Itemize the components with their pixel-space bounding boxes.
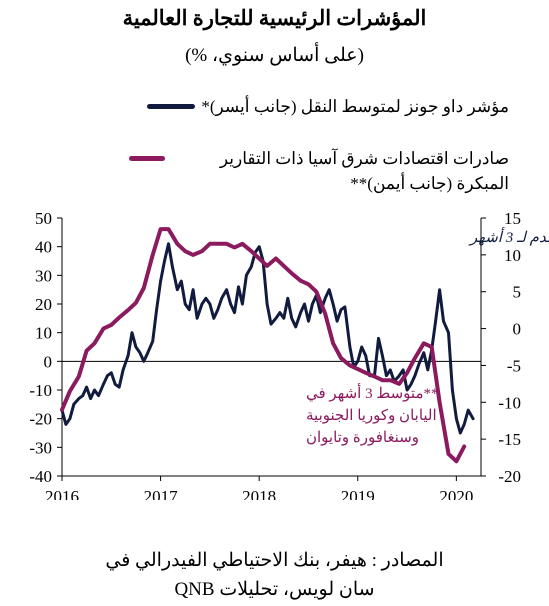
chart-subtitle: (على أساس سنوي، %) [185, 45, 364, 66]
x-tick-label: 2016 [45, 487, 79, 500]
y-left-tick-label: -20 [29, 410, 52, 429]
y-left-tick-label: 30 [35, 266, 52, 285]
legend-swatch-asia [129, 156, 165, 161]
x-tick-label: 2019 [341, 487, 375, 500]
y-right-tick-label: 5 [513, 283, 522, 302]
sources-note: المصادر : هيفر، بنك الاحتياطي الفيدرالي … [0, 546, 549, 604]
y-left-tick-label: -40 [29, 467, 52, 486]
y-right-tick-label: -10 [498, 393, 521, 412]
legend-label-dow: مؤشر داو جونز لمتوسط النقل (جانب أيسر)* [201, 97, 509, 116]
legend-item-asia: صادرات اقتصادات شرق آسيا ذات التقارير ال… [129, 146, 509, 196]
y-left-tick-label: 0 [44, 352, 53, 371]
sources-line-1: المصادر : هيفر، بنك الاحتياطي الفيدرالي … [105, 550, 444, 571]
y-left-tick-label: 20 [35, 295, 52, 314]
y-right-tick-label: 0 [513, 320, 522, 339]
y-left-tick-label: -10 [29, 381, 52, 400]
sources-line-2: سان لويس، تحليلات QNB [174, 579, 375, 600]
x-tick-label: 2018 [242, 487, 276, 500]
y-left-tick-label: -30 [29, 438, 52, 457]
chart-title: المؤشرات الرئيسية للتجارة العالمية [122, 6, 427, 30]
legend-label-asia: صادرات اقتصادات شرق آسيا ذات التقارير ال… [219, 149, 509, 193]
y-right-tick-label: -15 [498, 430, 521, 449]
series-line-dow [60, 242, 475, 435]
annotation-asia-note-1: **متوسط 3 أشهر في [306, 383, 438, 402]
y-right-tick-label: 15 [504, 209, 521, 228]
y-left-tick-label: 50 [35, 209, 52, 228]
annotation-dow-note: *تقدم لـ 3 أشهر [468, 227, 549, 246]
x-tick-label: 2020 [439, 487, 473, 500]
annotation-asia-note-2: اليابان وكوريا الجنوبية [306, 408, 437, 424]
y-left-tick-label: 40 [35, 238, 52, 257]
x-tick-label: 2017 [144, 487, 179, 500]
y-right-tick-label: -5 [507, 356, 521, 375]
legend-item-dow: مؤشر داو جونز لمتوسط النقل (جانب أيسر)* [147, 94, 509, 119]
y-right-tick-label: -20 [498, 467, 521, 486]
y-left-tick-label: 10 [35, 324, 52, 343]
annotation-asia-note-3: وسنغافورة وتايوان [306, 430, 419, 446]
chart-area: 50403020100-10-20-30-40151050-5-10-15-20… [29, 209, 549, 500]
series-line-asia [60, 227, 467, 464]
legend-swatch-dow [147, 104, 196, 109]
y-right-tick-label: 10 [504, 246, 521, 265]
